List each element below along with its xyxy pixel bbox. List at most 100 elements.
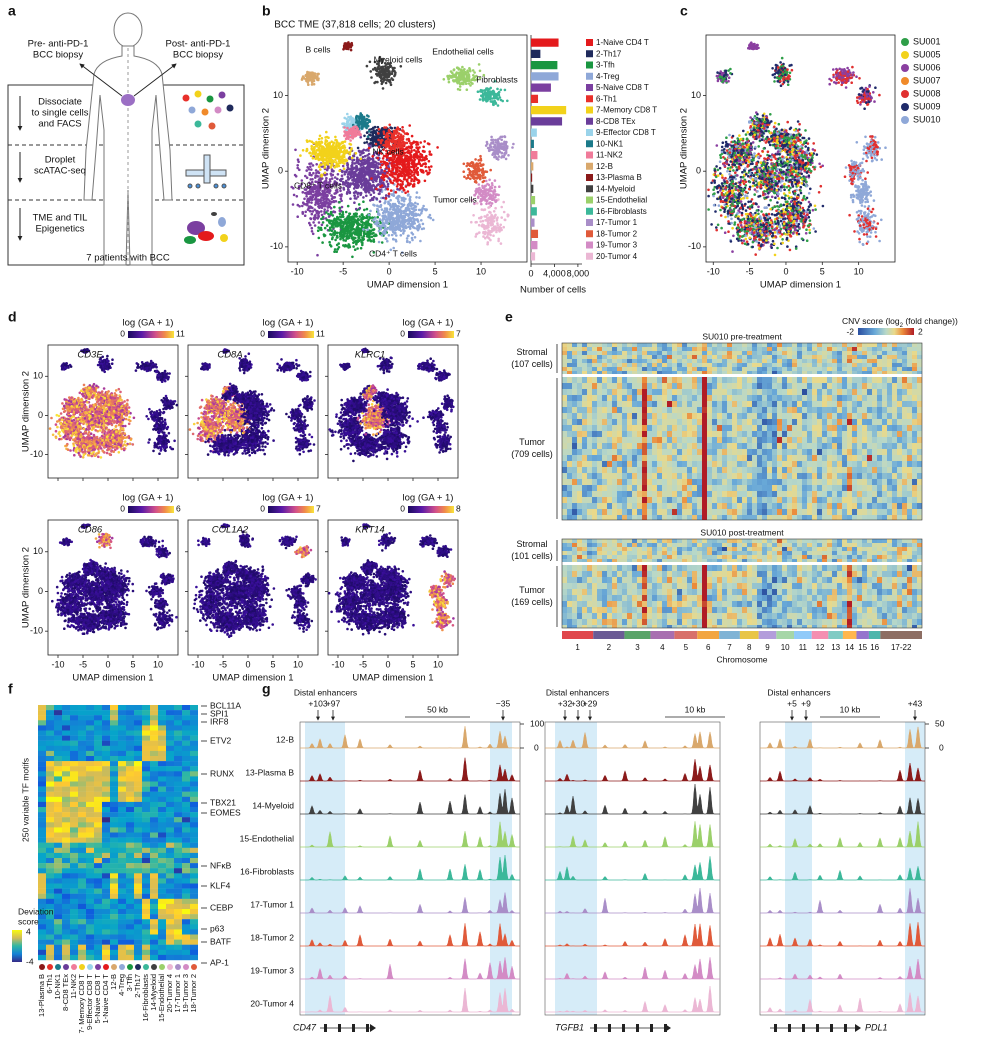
cell-point xyxy=(337,217,340,220)
cell-point xyxy=(341,174,344,177)
cell-point xyxy=(331,222,334,225)
cell-point xyxy=(349,213,352,216)
cell-point xyxy=(422,205,425,208)
cell-point xyxy=(339,238,342,241)
cell-point xyxy=(368,238,371,241)
cell-point xyxy=(345,211,348,214)
cell-point xyxy=(321,206,324,209)
cell-point xyxy=(357,231,360,234)
cell-point xyxy=(356,247,359,250)
cell-point xyxy=(334,239,337,242)
cell-point xyxy=(327,198,330,201)
cell-point xyxy=(338,207,341,210)
cell-point xyxy=(312,196,315,199)
cell-point xyxy=(361,213,364,216)
cell-point xyxy=(307,208,310,211)
cell-point xyxy=(318,206,321,209)
cell-point xyxy=(362,238,365,241)
cell-point xyxy=(290,186,293,189)
cell-point xyxy=(306,203,309,206)
cell-point xyxy=(353,228,356,231)
cell-point xyxy=(297,158,300,161)
cell-point xyxy=(354,214,357,217)
y-axis-title: UMAP dimension 2 xyxy=(261,108,272,189)
cell-point xyxy=(351,232,354,235)
cell-point xyxy=(309,165,312,168)
cell-point xyxy=(363,209,366,212)
cell-point xyxy=(324,174,327,177)
cell-point xyxy=(305,195,308,198)
label: Post- anti-PD-1 xyxy=(166,39,231,50)
cell-point xyxy=(316,210,319,213)
cell-point xyxy=(395,234,398,237)
step-text: to single cells xyxy=(31,108,88,119)
cell-point xyxy=(337,173,340,176)
cell-point xyxy=(320,210,323,213)
tumor xyxy=(121,94,135,106)
cell-point xyxy=(350,222,353,225)
cell-point xyxy=(324,194,327,197)
cell-point xyxy=(370,226,373,229)
cell-point xyxy=(327,205,330,208)
cell-point xyxy=(339,215,342,218)
step-text: Epigenetics xyxy=(35,224,84,235)
step-text: scATAC-seq xyxy=(34,166,86,177)
cell-point xyxy=(310,174,313,177)
cell-point xyxy=(381,234,384,237)
cell-point xyxy=(342,211,345,214)
cell-point xyxy=(364,232,367,235)
cell-point xyxy=(332,174,335,177)
cell-point xyxy=(316,254,319,257)
cell-point xyxy=(342,237,345,240)
cell-point xyxy=(322,221,325,224)
y-tick-label: -10 xyxy=(270,241,283,251)
cell-point xyxy=(305,169,308,172)
label: 7 patients with BCC xyxy=(86,253,170,264)
cell-point xyxy=(362,200,365,203)
cell-point xyxy=(330,194,333,197)
cell-point xyxy=(326,169,329,172)
cell-point xyxy=(367,222,370,225)
cell-point xyxy=(338,201,341,204)
cell-point xyxy=(358,227,361,230)
cell-point xyxy=(310,162,313,165)
cell-point xyxy=(296,195,299,198)
cell-point xyxy=(339,212,342,215)
cell-point xyxy=(349,234,352,237)
x-tick-label: -5 xyxy=(339,266,347,276)
cell-point xyxy=(310,168,313,171)
cell-point xyxy=(373,240,376,243)
cell-point xyxy=(309,172,312,175)
cell-point xyxy=(366,228,369,231)
cell-point xyxy=(351,255,354,258)
cell-point xyxy=(320,228,323,231)
cell-point xyxy=(347,218,350,221)
cell-point xyxy=(361,224,364,227)
cell-point xyxy=(342,231,345,234)
cell-point xyxy=(302,201,305,204)
cell-point xyxy=(317,229,320,232)
cell-point xyxy=(321,241,324,244)
cell-point xyxy=(340,226,343,229)
cell-point xyxy=(361,244,364,247)
cell-point xyxy=(314,176,317,179)
cell-point xyxy=(368,234,371,237)
step-text: Droplet xyxy=(45,155,76,166)
cell-point xyxy=(359,239,362,242)
cell-point xyxy=(326,219,329,222)
cell-point xyxy=(369,217,372,220)
label: BCC biopsy xyxy=(33,50,83,61)
cell-point xyxy=(381,208,384,211)
cell-point xyxy=(356,234,359,237)
cell-point xyxy=(335,250,338,253)
cell-point xyxy=(347,230,350,233)
cell-point xyxy=(340,198,343,201)
cell-point xyxy=(358,203,361,206)
cell-point xyxy=(340,193,343,196)
cell-point xyxy=(356,221,359,224)
cell-point xyxy=(336,236,339,239)
cell-point xyxy=(353,240,356,243)
cell-point xyxy=(346,224,349,227)
droplet-icon xyxy=(186,155,226,188)
